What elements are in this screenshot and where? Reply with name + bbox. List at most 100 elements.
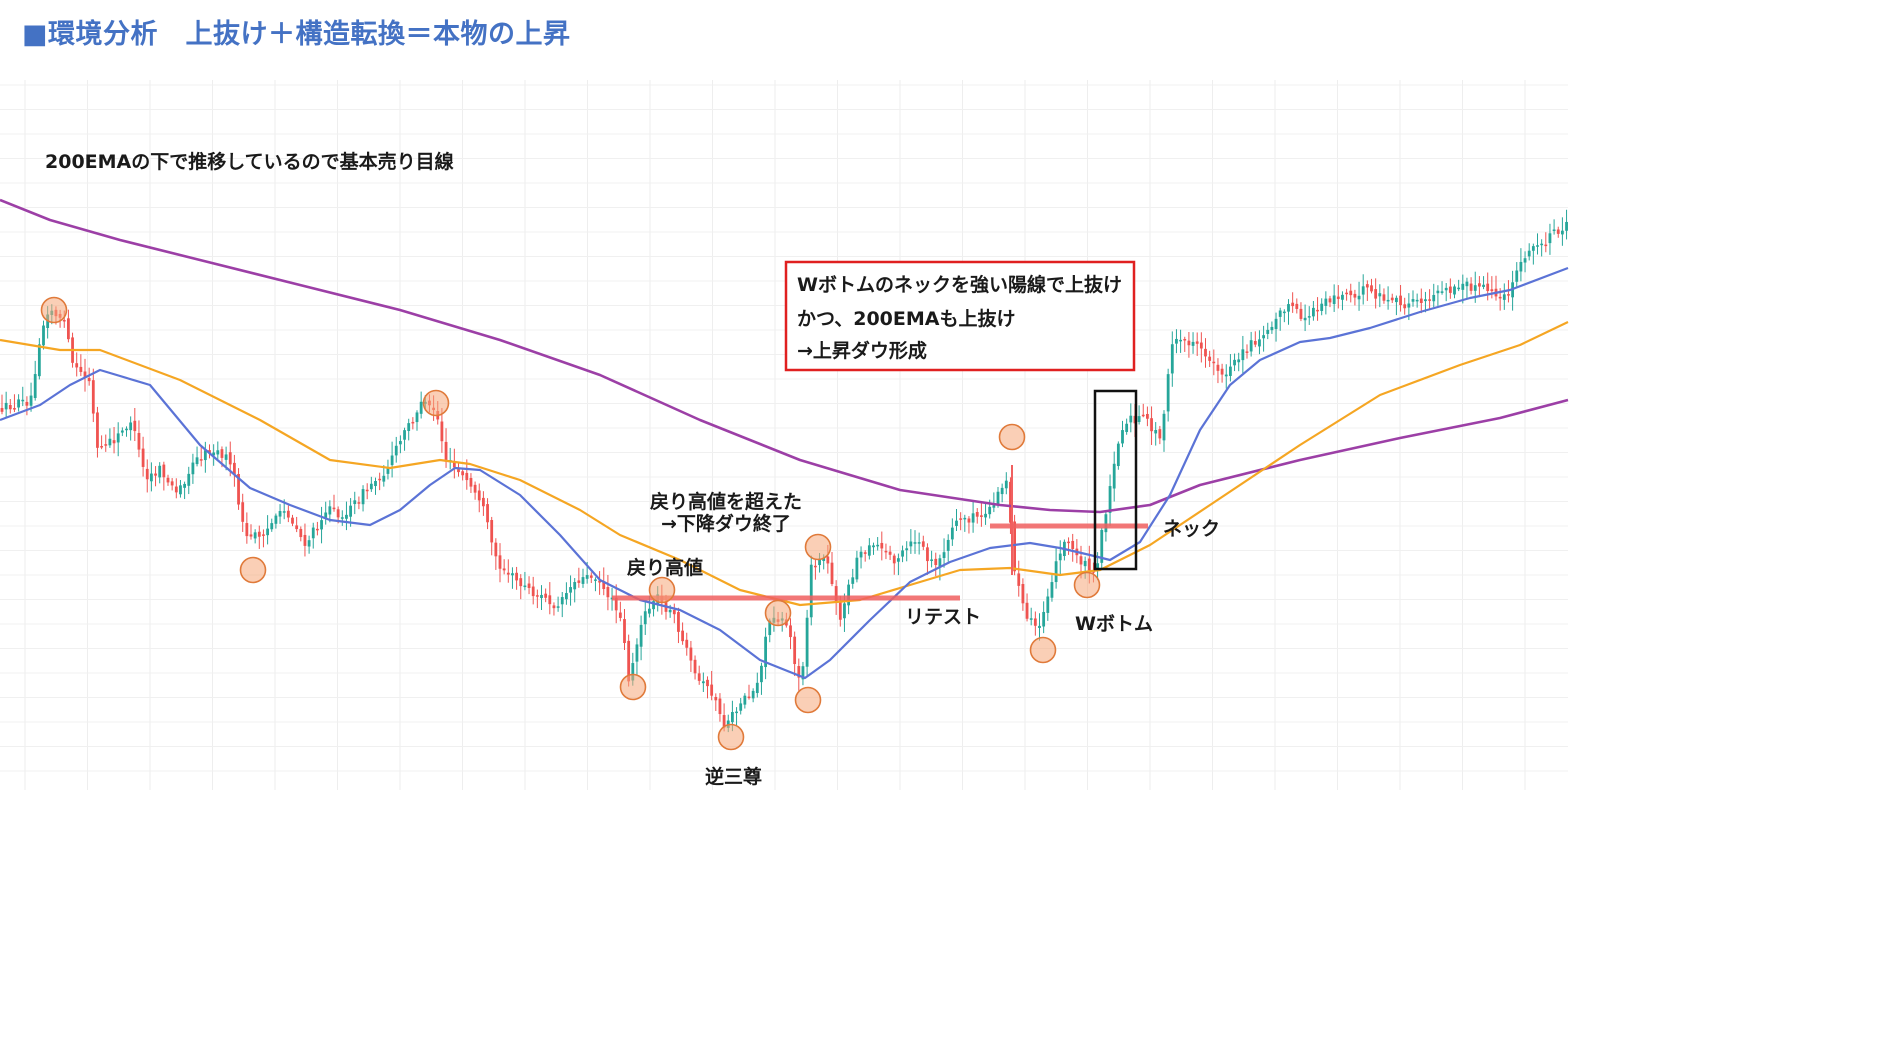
candle-up <box>1270 326 1274 331</box>
candle-down <box>1253 341 1257 345</box>
candle-up <box>1341 294 1344 300</box>
candle-down <box>1556 229 1560 234</box>
candle-up <box>950 527 954 540</box>
candle-down <box>299 528 303 538</box>
candle-down <box>137 432 141 450</box>
candle-up <box>1482 284 1485 287</box>
candle-up <box>1166 374 1170 412</box>
candle-up <box>1332 295 1336 305</box>
candle-up <box>1229 366 1232 376</box>
candle-down <box>62 319 66 322</box>
candle-up <box>361 489 365 505</box>
candle-down <box>1507 294 1510 296</box>
candle-up <box>897 558 900 562</box>
candle-up <box>1282 311 1286 314</box>
candle-up <box>1357 295 1361 300</box>
candle-down <box>141 448 145 467</box>
candle-up <box>1440 291 1444 293</box>
candle-down <box>1370 285 1373 292</box>
candle-up <box>1233 359 1236 366</box>
candle-up <box>374 480 377 487</box>
candle-down <box>502 568 506 571</box>
candle-up <box>1000 487 1004 495</box>
candle-up <box>150 473 153 482</box>
candle-down <box>1183 338 1187 341</box>
candle-up <box>1312 307 1315 317</box>
candle-up <box>648 608 651 614</box>
candle-up <box>1473 285 1477 291</box>
candle-up <box>1303 317 1307 321</box>
candle-up <box>191 462 195 475</box>
candle-down <box>100 446 103 448</box>
w-bottom-label: Wボトム <box>1075 613 1153 635</box>
candle-up <box>1561 230 1564 235</box>
candle-down <box>685 639 689 648</box>
candle-down <box>220 449 224 458</box>
candle-down <box>548 595 552 605</box>
candle-down <box>888 551 892 555</box>
candle-down <box>1009 481 1012 523</box>
candle-up <box>187 473 191 486</box>
candle-up <box>801 666 805 680</box>
candle-up <box>1424 299 1427 302</box>
candle-up <box>1121 430 1124 444</box>
candle-up <box>946 539 950 551</box>
candle-up <box>843 603 846 619</box>
candle-down <box>1469 283 1473 291</box>
candle-up <box>116 433 120 443</box>
candle-up <box>179 485 182 495</box>
candle-up <box>565 593 568 600</box>
candle-up <box>415 412 419 423</box>
candle-up <box>4 402 8 410</box>
candle-down <box>1216 364 1220 371</box>
candle-up <box>1100 529 1104 563</box>
candle-down <box>519 578 523 587</box>
swing-marker <box>648 576 676 604</box>
candle-up <box>1029 618 1033 620</box>
candle-down <box>689 647 693 661</box>
candle-down <box>96 412 99 448</box>
candle-down <box>602 581 606 590</box>
candle-down <box>614 597 618 611</box>
candle-up <box>1444 287 1448 291</box>
candle-down <box>477 490 481 501</box>
candle-down <box>67 318 70 340</box>
candle-up <box>1287 304 1290 312</box>
inverse-head-shoulders-label: 逆三尊 <box>705 765 762 788</box>
candle-up <box>984 513 987 518</box>
candle-down <box>1349 290 1353 296</box>
candle-up <box>1523 258 1527 263</box>
candle-down <box>1328 298 1332 303</box>
candle-down <box>531 586 535 597</box>
candle-down <box>104 444 108 446</box>
candle-up <box>988 506 992 515</box>
candle-up <box>1112 463 1116 489</box>
candle-up <box>594 579 597 581</box>
candle-up <box>1154 429 1158 434</box>
candle-up <box>216 450 220 455</box>
candle-down <box>199 459 203 461</box>
candle-up <box>1502 294 1506 300</box>
breakout-box <box>1093 389 1138 571</box>
candle-down <box>544 593 548 598</box>
candle-down <box>1353 293 1357 298</box>
candle-down <box>506 572 510 575</box>
candle-up <box>1038 625 1041 628</box>
candle-up <box>419 401 423 414</box>
candle-down <box>91 380 95 414</box>
candle-down <box>170 481 174 486</box>
swing-marker <box>422 389 450 417</box>
candle-down <box>316 528 319 531</box>
candle-down <box>747 696 751 699</box>
candle-down <box>1245 351 1249 353</box>
candle-up <box>652 601 655 610</box>
candle-up <box>37 344 41 377</box>
swing-marker <box>1029 636 1057 664</box>
candle-down <box>814 565 817 568</box>
candle-up <box>394 445 398 456</box>
candle-up <box>328 506 332 515</box>
candle-up <box>764 636 767 668</box>
candle-down <box>627 640 631 682</box>
candles <box>0 209 1568 733</box>
swing-marker <box>717 723 745 751</box>
